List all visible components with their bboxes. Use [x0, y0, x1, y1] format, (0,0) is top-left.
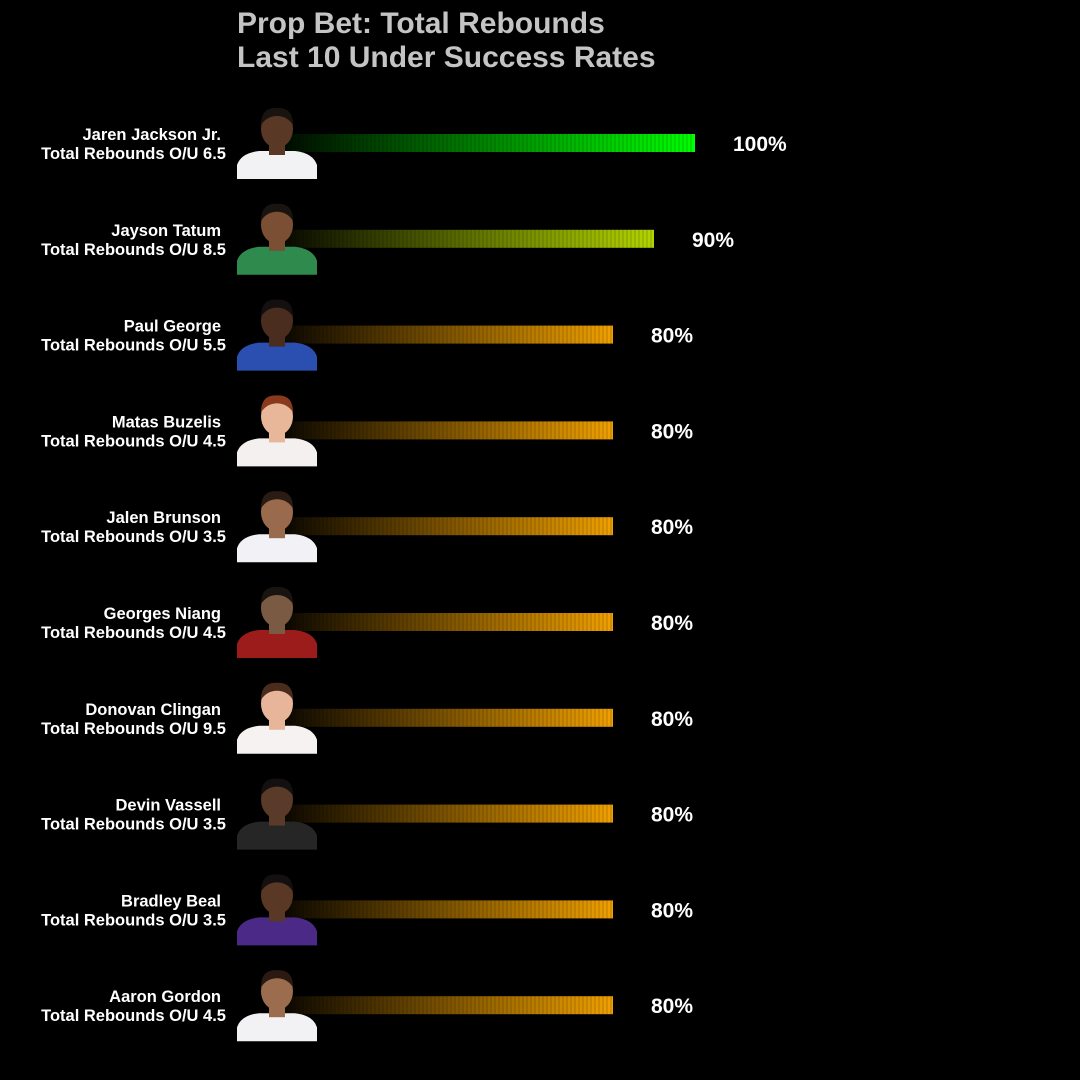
bar-texture — [290, 996, 612, 1015]
player-headshot — [237, 970, 317, 1042]
percent-data-label: 80% — [651, 899, 693, 922]
bar — [285, 517, 613, 536]
percent-data-label: 90% — [692, 229, 734, 252]
bar — [285, 325, 613, 344]
bar — [285, 421, 613, 440]
player-rows: Jaren Jackson Jr.Total Rebounds O/U 6.5 1… — [41, 107, 787, 1042]
chart-title-line-2: Last 10 Under Success Rates — [237, 41, 656, 74]
bar — [285, 900, 613, 919]
percent-data-label: 80% — [651, 420, 693, 443]
bar-texture — [290, 613, 612, 631]
prop-line-label: Total Rebounds O/U 4.5 — [41, 624, 226, 642]
percent-data-label: 80% — [651, 516, 693, 539]
bar — [285, 134, 695, 152]
player-headshot — [237, 491, 317, 563]
prop-line-label: Total Rebounds O/U 3.5 — [41, 816, 226, 834]
prop-line-label: Total Rebounds O/U 3.5 — [41, 528, 226, 546]
player-headshot — [237, 107, 317, 179]
player-name-label: Donovan Clingan — [85, 701, 221, 719]
percent-data-label: 80% — [651, 612, 693, 635]
percent-data-label: 80% — [651, 804, 693, 827]
player-headshot — [237, 874, 317, 946]
bar — [285, 229, 654, 248]
player-row: Jaren Jackson Jr.Total Rebounds O/U 6.5 1… — [41, 107, 787, 179]
bar-texture — [290, 804, 612, 823]
player-name-label: Matas Buzelis — [112, 413, 221, 431]
bar-texture — [290, 229, 652, 248]
bar — [285, 708, 613, 727]
prop-line-label: Total Rebounds O/U 5.5 — [41, 337, 226, 355]
player-headshot — [237, 586, 317, 658]
prop-line-label: Total Rebounds O/U 3.5 — [41, 911, 226, 929]
percent-data-label: 80% — [651, 325, 693, 348]
bar-texture — [290, 134, 692, 152]
player-headshot — [237, 395, 317, 467]
player-name-label: Jayson Tatum — [111, 222, 221, 240]
prop-line-label: Total Rebounds O/U 4.5 — [41, 1007, 226, 1025]
player-name-label: Bradley Beal — [121, 892, 221, 910]
player-name-label: Jaren Jackson Jr. — [82, 126, 221, 144]
percent-data-label: 80% — [651, 708, 693, 731]
prop-line-label: Total Rebounds O/U 4.5 — [41, 432, 226, 450]
bar-texture — [290, 900, 612, 919]
player-name-label: Aaron Gordon — [109, 988, 221, 1006]
bar-texture — [290, 708, 612, 727]
player-headshot — [237, 682, 317, 754]
bar — [285, 613, 613, 631]
player-headshot — [237, 203, 317, 275]
prop-line-label: Total Rebounds O/U 6.5 — [41, 145, 226, 163]
player-name-label: Georges Niang — [104, 605, 221, 623]
player-name-label: Devin Vassell — [116, 797, 222, 815]
player-name-label: Jalen Brunson — [106, 509, 221, 527]
bar — [285, 804, 613, 823]
prop-line-label: Total Rebounds O/U 8.5 — [41, 241, 226, 259]
chart-title-line-1: Prop Bet: Total Rebounds — [237, 7, 605, 40]
player-name-label: Paul George — [124, 318, 221, 336]
bar-texture — [290, 325, 612, 344]
prop-line-label: Total Rebounds O/U 9.5 — [41, 720, 226, 738]
bar-texture — [290, 517, 612, 536]
percent-data-label: 100% — [733, 133, 787, 156]
player-headshot — [237, 299, 317, 371]
percent-data-label: 80% — [651, 995, 693, 1018]
player-headshot — [237, 778, 317, 850]
bar-texture — [290, 421, 612, 440]
bar — [285, 996, 613, 1015]
